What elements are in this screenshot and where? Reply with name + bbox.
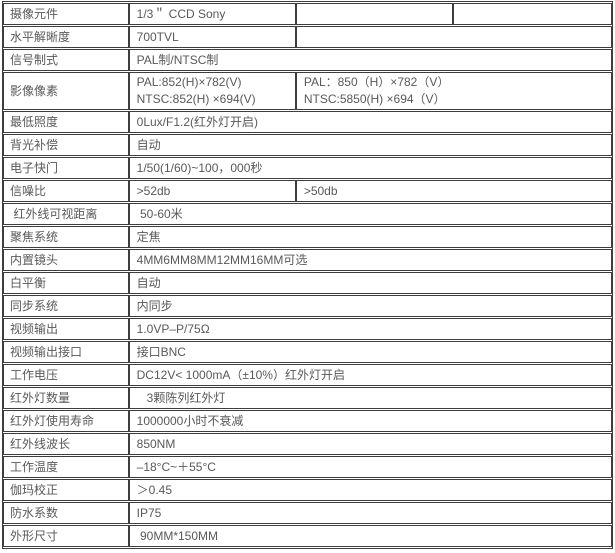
spec-value: 1/3＂ CCD Sony xyxy=(128,3,296,25)
spec-label: 摄像元件 xyxy=(3,3,129,25)
spec-label: 伽玛校正 xyxy=(3,479,129,501)
spec-value: 1000000小时不衰减 xyxy=(128,410,612,432)
spec-label: 视频输出 xyxy=(3,318,129,340)
spec-label: 红外灯使用寿命 xyxy=(3,410,129,432)
spec-value: >52db xyxy=(128,180,296,202)
table-row: 背光补偿 自动 xyxy=(3,134,612,156)
table-row: 红外线可视距离 50-60米 xyxy=(3,203,612,225)
table-row: 信噪比 >52db >50db xyxy=(3,180,612,202)
spec-value: IP75 xyxy=(128,502,612,524)
table-row: 白平衡 自动 xyxy=(3,272,612,294)
table-row: 伽玛校正 ＞0.45 xyxy=(3,479,612,501)
spec-label: 工作温度 xyxy=(3,456,129,478)
spec-value: 3颗陈列红外灯 xyxy=(128,387,612,409)
spec-label: 聚焦系统 xyxy=(3,226,129,248)
table-row: 内置镜头 4MM6MM8MM12MM16MM可选 xyxy=(3,249,612,271)
spec-value: 1/50(1/60)~100，000秒 xyxy=(128,157,612,179)
spec-value: PAL：850（H）×782（V） NTSC:5850(H) ×694（V） xyxy=(295,72,612,110)
spec-label: 水平解晰度 xyxy=(3,26,129,48)
spec-label: 信噪比 xyxy=(3,180,129,202)
spec-label: 同步系统 xyxy=(3,295,129,317)
spec-label: 工作电压 xyxy=(3,364,129,386)
table-row: 红外灯使用寿命 1000000小时不衰减 xyxy=(3,410,612,432)
table-row: 水平解晰度 700TVL xyxy=(3,26,612,48)
table-row: 工作电压 DC12V< 1000mA（±10%）红外灯开启 xyxy=(3,364,612,386)
spec-value: 自动 xyxy=(128,272,612,294)
spec-label: 信号制式 xyxy=(3,49,129,71)
table-row: 电子快门 1/50(1/60)~100，000秒 xyxy=(3,157,612,179)
spec-value: 1.0VP–P/75Ω xyxy=(128,318,612,340)
table-row: 影像像素 PAL:852(H)×782(V) NTSC:852(H) ×694(V… xyxy=(3,72,612,110)
spec-value xyxy=(452,3,612,25)
spec-value: 0Lux/F1.2(红外灯开启) xyxy=(128,111,612,133)
spec-label: 防水系数 xyxy=(3,502,129,524)
spec-label: 内置镜头 xyxy=(3,249,129,271)
spec-value: PAL制/NTSC制 xyxy=(128,49,612,71)
table-row: 最低照度 0Lux/F1.2(红外灯开启) xyxy=(3,111,612,133)
table-row: 聚焦系统 定焦 xyxy=(3,226,612,248)
spec-value: 内同步 xyxy=(128,295,612,317)
spec-value: DC12V< 1000mA（±10%）红外灯开启 xyxy=(128,364,612,386)
spec-value: 定焦 xyxy=(128,226,612,248)
table-row: 红外线波长 850NM xyxy=(3,433,612,455)
spec-table-body: 摄像元件 1/3＂ CCD Sony 水平解晰度 700TVL 信号制式 PAL制/NTS… xyxy=(3,3,612,547)
table-row: 红外灯数量 3颗陈列红外灯 xyxy=(3,387,612,409)
spec-value: ＞0.45 xyxy=(128,479,612,501)
spec-label: 视频输出接口 xyxy=(3,341,129,363)
spec-label: 红外线可视距离 xyxy=(3,203,129,225)
table-row: 摄像元件 1/3＂ CCD Sony xyxy=(3,3,612,25)
table-row: 外形尺寸 90MM*150MM xyxy=(3,525,612,547)
table-row: 视频输出 1.0VP–P/75Ω xyxy=(3,318,612,340)
spec-label: 红外灯数量 xyxy=(3,387,129,409)
spec-value: 850NM xyxy=(128,433,612,455)
spec-value: 自动 xyxy=(128,134,612,156)
spec-label: 电子快门 xyxy=(3,157,129,179)
spec-value: 90MM*150MM xyxy=(128,525,612,547)
spec-label: 影像像素 xyxy=(3,72,129,110)
spec-value: PAL:852(H)×782(V) NTSC:852(H) ×694(V) xyxy=(128,72,296,110)
spec-label: 最低照度 xyxy=(3,111,129,133)
table-row: 信号制式 PAL制/NTSC制 xyxy=(3,49,612,71)
spec-label: 背光补偿 xyxy=(3,134,129,156)
table-row: 防水系数 IP75 xyxy=(3,502,612,524)
table-row: 视频输出接口 接口BNC xyxy=(3,341,612,363)
table-row: 同步系统 内同步 xyxy=(3,295,612,317)
spec-value: >50db xyxy=(295,180,612,202)
spec-value xyxy=(295,26,612,48)
spec-value: –18°C~＋55°C xyxy=(128,456,612,478)
spec-value xyxy=(295,3,453,25)
spec-value: 50-60米 xyxy=(128,203,612,225)
spec-value: 4MM6MM8MM12MM16MM可选 xyxy=(128,249,612,271)
spec-value: 700TVL xyxy=(128,26,296,48)
table-row: 工作温度 –18°C~＋55°C xyxy=(3,456,612,478)
spec-label: 红外线波长 xyxy=(3,433,129,455)
spec-value: 接口BNC xyxy=(128,341,612,363)
spec-label: 白平衡 xyxy=(3,272,129,294)
spec-label: 外形尺寸 xyxy=(3,525,129,547)
